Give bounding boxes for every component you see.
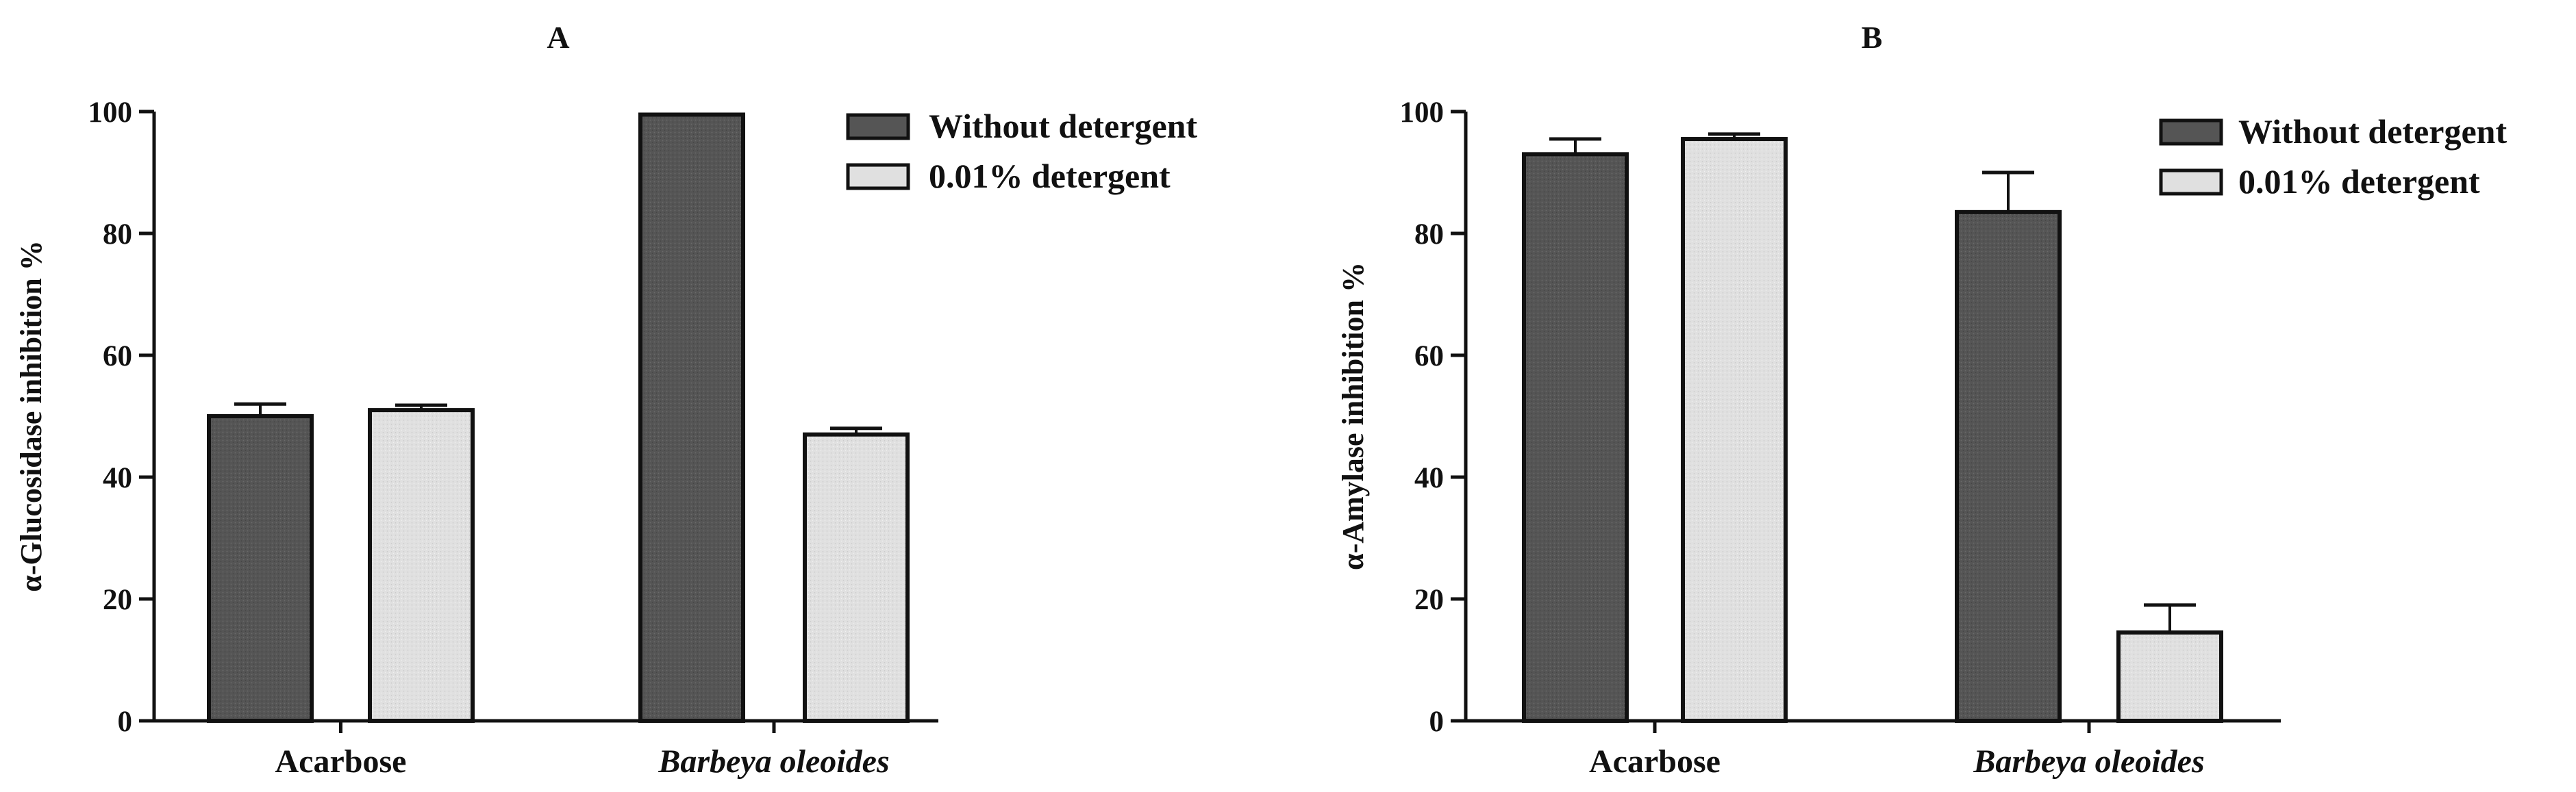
- y-tick-label: 80: [103, 218, 132, 251]
- x-tick-label: Barbeya oleoides: [1973, 743, 2204, 780]
- legend-swatch: [2159, 118, 2223, 146]
- x-tick-label: Barbeya oleoides: [658, 743, 889, 780]
- y-tick-label: 100: [88, 97, 133, 129]
- legend-label: Without detergent: [929, 107, 1197, 145]
- y-tick-label: 100: [1400, 97, 1445, 129]
- legend-swatch: [846, 163, 910, 190]
- legend-swatch: [2159, 168, 2223, 196]
- bar-detergent: [1681, 137, 1788, 724]
- y-tick-label: 20: [1414, 584, 1444, 616]
- y-tick-label: 60: [1414, 340, 1444, 372]
- x-tick-label: Acarbose: [1589, 743, 1721, 780]
- legend-label: 0.01% detergent: [2238, 162, 2480, 201]
- legend-swatch: [846, 113, 910, 140]
- legend-label: 0.01% detergent: [929, 157, 1171, 195]
- y-tick-label: 0: [1429, 706, 1445, 738]
- y-tick-label: 40: [1414, 462, 1444, 494]
- panel-title-a: A: [547, 20, 569, 55]
- legend-label: Without detergent: [2238, 112, 2507, 151]
- chart-panel-b: B 0 20 40 60 80 100 α-Amylase inhibition % Acarb…: [1336, 20, 2507, 780]
- legend: Without detergent 0.01% detergent: [2159, 112, 2507, 201]
- bar-without-detergent: [1955, 209, 2062, 724]
- bar-without-detergent: [207, 414, 314, 723]
- y-tick-label: 60: [103, 340, 132, 372]
- y-axis-label: α-Glucosidase inhibition %: [14, 240, 48, 592]
- bar-detergent: [803, 432, 910, 723]
- legend: Without detergent 0.01% detergent: [846, 107, 1197, 195]
- bar-detergent: [2116, 630, 2223, 724]
- y-tick-label: 40: [103, 462, 132, 494]
- y-axis-label: α-Amylase inhibition %: [1336, 262, 1370, 570]
- x-tick-label: Acarbose: [275, 743, 407, 780]
- chart-panel-a: A 0 20 40 60 80 100 α-Glucosidase inhibition % A…: [14, 20, 1197, 780]
- bar-detergent: [368, 408, 475, 723]
- bar-without-detergent: [638, 112, 745, 723]
- bar-without-detergent: [1522, 152, 1629, 724]
- y-tick-label: 20: [103, 584, 132, 616]
- y-tick-label: 0: [118, 706, 133, 738]
- panel-title-b: B: [1862, 20, 1883, 55]
- y-tick-label: 80: [1414, 218, 1444, 251]
